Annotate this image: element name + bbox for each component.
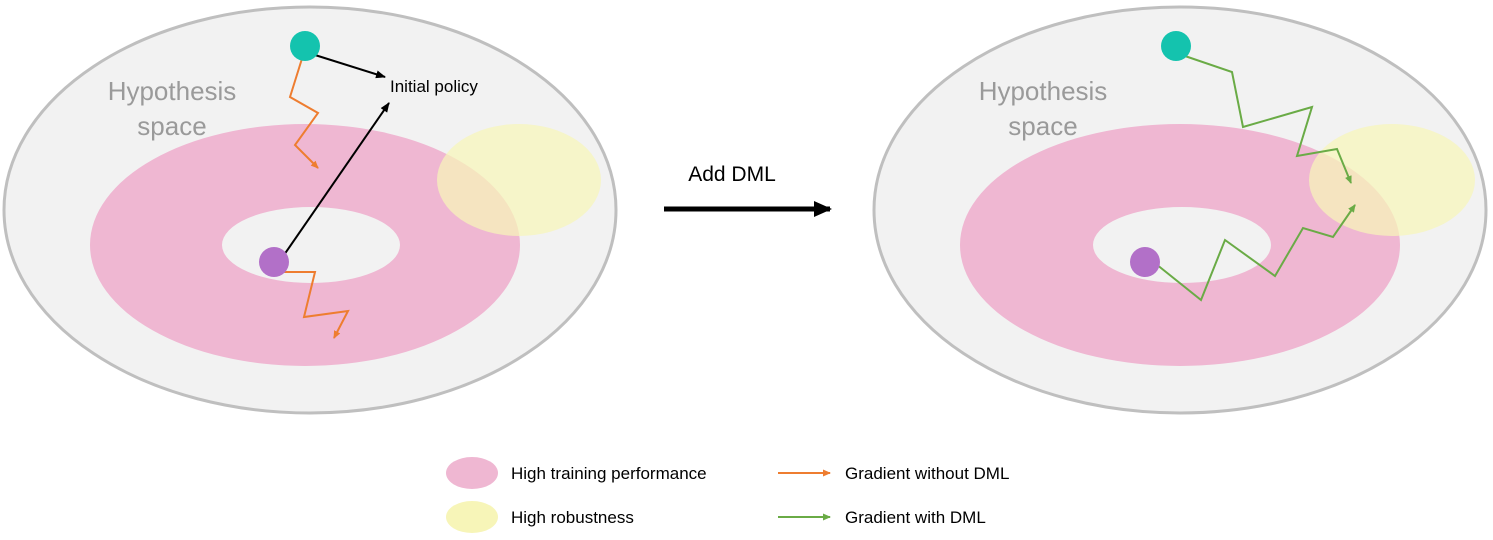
- left-orange-path-top: [288, 48, 320, 169]
- transition: Add DML: [664, 163, 832, 217]
- left-panel: Hypothesis space Initial policy: [2, 5, 618, 415]
- legend: High training performance High robustnes…: [446, 457, 1009, 533]
- legend-gradient-with-label: Gradient with DML: [845, 508, 986, 527]
- right-start-dot: [1130, 247, 1160, 277]
- add-dml-label: Add DML: [688, 163, 776, 186]
- legend-training-swatch: [446, 457, 498, 489]
- right-hypothesis-label-2: space: [1008, 111, 1077, 141]
- right-robustness-region: [1309, 124, 1475, 236]
- right-training-ring: [960, 124, 1400, 366]
- legend-robustness-swatch: [446, 501, 498, 533]
- left-hypothesis-label-2: space: [137, 111, 206, 141]
- right-hypothesis-label-1: Hypothesis: [979, 76, 1108, 106]
- left-training-ring: [90, 124, 520, 366]
- left-start-arrow: [283, 102, 390, 256]
- right-green-path-top: [1181, 54, 1352, 184]
- left-policy-arrow: [314, 54, 386, 79]
- left-start-dot: [259, 247, 289, 277]
- left-initial-policy-dot: [290, 31, 320, 61]
- initial-policy-label: Initial policy: [390, 77, 478, 96]
- right-green-path-bottom: [1155, 204, 1356, 302]
- left-hypothesis-label-1: Hypothesis: [108, 76, 237, 106]
- right-panel: Hypothesis space: [872, 5, 1488, 415]
- right-initial-policy-dot: [1161, 31, 1191, 61]
- left-robustness-region: [437, 124, 601, 236]
- legend-training-label: High training performance: [511, 464, 707, 483]
- legend-robustness-label: High robustness: [511, 508, 634, 527]
- legend-gradient-without-label: Gradient without DML: [845, 464, 1009, 483]
- left-orange-path-bottom: [274, 271, 350, 339]
